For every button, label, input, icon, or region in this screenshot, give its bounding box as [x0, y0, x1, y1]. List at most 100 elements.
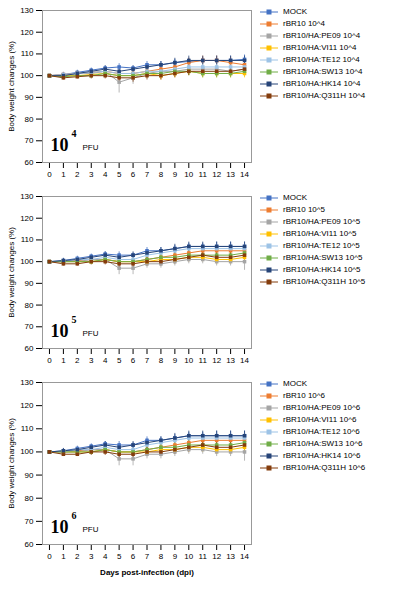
svg-text:10: 10 [51, 321, 69, 341]
html-text:rBR10/HA:HK14 10^4: rBR10/HA:HK14 10^4 [283, 79, 361, 88]
svg-text:90: 90 [25, 471, 34, 480]
svg-text:14: 14 [240, 552, 249, 561]
svg-text:70: 70 [25, 136, 34, 145]
svg-text:130: 130 [20, 378, 34, 387]
html-text:rBR10 10^6: rBR10 10^6 [283, 391, 325, 400]
html-text:rBR10/HA:Q311H 10^4: rBR10/HA:Q311H 10^4 [283, 91, 366, 100]
svg-text:6: 6 [131, 356, 136, 365]
html-text:rBR10/HA:HK14 10^5: rBR10/HA:HK14 10^5 [283, 265, 361, 274]
svg-text:3: 3 [89, 356, 94, 365]
svg-text:13: 13 [226, 170, 235, 179]
svg-text:1: 1 [61, 356, 66, 365]
html-text:rBR10/HA:TE12 10^4: rBR10/HA:TE12 10^4 [283, 55, 360, 64]
svg-text:3: 3 [89, 552, 94, 561]
svg-text:90: 90 [25, 279, 34, 288]
svg-text:9: 9 [173, 552, 178, 561]
svg-text:4: 4 [72, 128, 77, 139]
html-text:MOCK: MOCK [283, 379, 307, 388]
svg-text:4: 4 [103, 552, 108, 561]
svg-text:130: 130 [20, 192, 34, 201]
svg-text:7: 7 [145, 356, 150, 365]
svg-text:8: 8 [159, 356, 164, 365]
svg-text:6: 6 [72, 510, 77, 521]
html-text:rBR10/HA:PE09 10^5: rBR10/HA:PE09 10^5 [283, 217, 361, 226]
svg-text:10: 10 [184, 170, 193, 179]
svg-text:6: 6 [131, 170, 136, 179]
svg-text:120: 120 [20, 214, 34, 223]
svg-text:80: 80 [25, 494, 34, 503]
svg-text:10: 10 [184, 356, 193, 365]
svg-text:11: 11 [199, 552, 208, 561]
html-text:rBR10 10^5: rBR10 10^5 [283, 205, 325, 214]
svg-text:12: 12 [212, 170, 221, 179]
svg-text:130: 130 [20, 6, 34, 15]
svg-text:0: 0 [47, 356, 52, 365]
svg-text:120: 120 [20, 28, 34, 37]
svg-text:60: 60 [25, 344, 34, 353]
svg-text:2: 2 [75, 552, 80, 561]
svg-text:PFU: PFU [83, 329, 99, 338]
html-text:rBR10/HA:SW13 10^4: rBR10/HA:SW13 10^4 [283, 67, 363, 76]
svg-text:14: 14 [240, 356, 249, 365]
svg-text:100: 100 [20, 71, 34, 80]
svg-text:13: 13 [226, 356, 235, 365]
svg-text:7: 7 [145, 552, 150, 561]
svg-text:9: 9 [173, 356, 178, 365]
svg-text:2: 2 [75, 170, 80, 179]
svg-text:Body weight changes (%): Body weight changes (%) [7, 418, 16, 509]
svg-text:8: 8 [159, 170, 164, 179]
svg-text:70: 70 [25, 322, 34, 331]
svg-text:110: 110 [21, 424, 34, 433]
svg-text:11: 11 [199, 356, 208, 365]
html-text:rBR10 10^4: rBR10 10^4 [283, 19, 325, 28]
svg-text:PFU: PFU [83, 525, 99, 534]
svg-text:120: 120 [20, 401, 34, 410]
html-text:MOCK: MOCK [283, 7, 307, 16]
svg-text:8: 8 [159, 552, 164, 561]
svg-text:3: 3 [89, 170, 94, 179]
svg-text:11: 11 [199, 170, 208, 179]
svg-text:5: 5 [117, 170, 122, 179]
svg-text:13: 13 [226, 552, 235, 561]
svg-text:1: 1 [61, 552, 66, 561]
svg-text:Days post-infection (dpi): Days post-infection (dpi) [100, 568, 194, 577]
svg-text:5: 5 [72, 314, 77, 325]
svg-text:0: 0 [47, 170, 52, 179]
svg-text:100: 100 [20, 257, 34, 266]
html-text:MOCK: MOCK [283, 193, 307, 202]
svg-text:6: 6 [131, 552, 136, 561]
svg-text:70: 70 [25, 517, 34, 526]
svg-text:1: 1 [61, 170, 66, 179]
html-text:rBR10/HA:SW13 10^5: rBR10/HA:SW13 10^5 [283, 253, 363, 262]
svg-text:5: 5 [117, 356, 122, 365]
svg-text:7: 7 [145, 170, 150, 179]
svg-text:5: 5 [117, 552, 122, 561]
svg-text:80: 80 [25, 301, 34, 310]
svg-text:4: 4 [103, 356, 108, 365]
html-text:rBR10/HA:VI11 10^5: rBR10/HA:VI11 10^5 [283, 229, 357, 238]
svg-text:12: 12 [212, 356, 221, 365]
svg-text:10: 10 [51, 517, 69, 537]
svg-text:2: 2 [75, 356, 80, 365]
svg-text:80: 80 [25, 115, 34, 124]
svg-text:0: 0 [47, 552, 52, 561]
svg-text:12: 12 [212, 552, 221, 561]
html-text:rBR10/HA:VI11 10^4: rBR10/HA:VI11 10^4 [283, 43, 357, 52]
svg-text:14: 14 [240, 170, 249, 179]
svg-text:10: 10 [184, 552, 193, 561]
html-text:rBR10/HA:PE09 10^4: rBR10/HA:PE09 10^4 [283, 31, 361, 40]
svg-text:4: 4 [103, 170, 108, 179]
svg-text:10: 10 [51, 135, 69, 155]
svg-text:Body weight changes (%): Body weight changes (%) [7, 227, 16, 318]
svg-text:PFU: PFU [83, 143, 99, 152]
svg-text:110: 110 [21, 235, 34, 244]
svg-text:60: 60 [25, 540, 34, 549]
svg-text:100: 100 [20, 447, 34, 456]
svg-text:110: 110 [21, 49, 34, 58]
svg-text:90: 90 [25, 93, 34, 102]
svg-text:60: 60 [25, 158, 34, 167]
svg-text:9: 9 [173, 170, 178, 179]
html-text:rBR10/HA:Q311H 10^5: rBR10/HA:Q311H 10^5 [283, 277, 366, 286]
html-text:rBR10/HA:TE12 10^5: rBR10/HA:TE12 10^5 [283, 241, 360, 250]
svg-text:Body weight changes (%): Body weight changes (%) [7, 41, 16, 132]
